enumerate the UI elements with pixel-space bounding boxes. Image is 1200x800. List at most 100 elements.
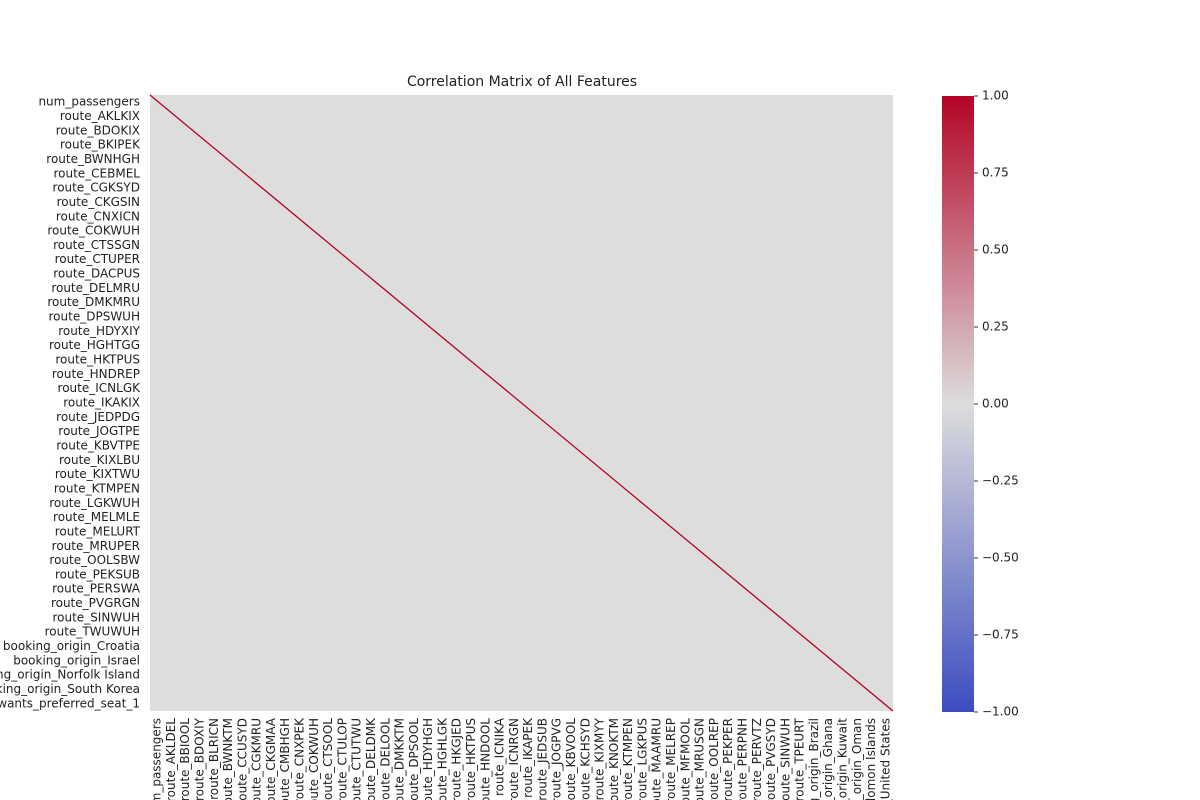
y-tick-label: route_JOGTPE <box>58 424 140 438</box>
colorbar-tick-label: 0.50 <box>982 243 1009 257</box>
x-tick-label: booking_origin_Ghana <box>821 718 835 800</box>
x-tick-label: route_CTULOP <box>335 718 349 800</box>
y-tick-label: route_HNDREP <box>52 367 140 381</box>
y-tick-label: route_OOLSBW <box>49 553 140 567</box>
y-tick-label: route_ICNLGK <box>58 381 142 395</box>
x-tick-label: route_DELDMK <box>364 717 378 800</box>
y-tick-label: route_LGKWUH <box>49 496 140 510</box>
y-tick-label: route_KTMPEN <box>54 481 140 495</box>
x-tick-label: route_HDYHGH <box>421 718 435 800</box>
x-tick-label: route_LGKPUS <box>635 718 649 800</box>
x-tick-label: route_COKWUH <box>307 718 321 800</box>
y-tick-label: route_DELMRU <box>51 281 140 295</box>
y-tick-label: route_KBVTPE <box>56 438 140 452</box>
plot: num_passengersroute_AKLKIXroute_BDOKIXro… <box>0 89 1019 800</box>
y-tick-label: booking_origin_Croatia <box>3 639 140 653</box>
y-tick-label: route_CGKSYD <box>53 181 140 195</box>
y-tick-label: route_HDYXIY <box>58 324 140 338</box>
y-tick-label: route_CEBMEL <box>53 166 140 180</box>
x-tick-label: route_BDOXIY <box>193 717 207 800</box>
y-tick-label: booking_origin_Israel <box>13 653 140 667</box>
y-tick-label: route_IKAKIX <box>63 396 140 410</box>
chart-title: Correlation Matrix of All Features <box>407 74 637 90</box>
x-tick-label: route_CGKMRU <box>250 718 264 800</box>
y-tick-label: route_JEDPDG <box>56 410 140 424</box>
y-tick-label: route_CTSSGN <box>53 238 140 252</box>
y-tick-label: route_COKWUH <box>47 224 140 238</box>
y-tick-label: route_BWNHGH <box>46 152 140 166</box>
y-tick-label: route_CNXICN <box>56 209 140 223</box>
x-tick-label: route_KIXMYY <box>593 717 607 800</box>
y-tick-label: route_PEKSUB <box>55 567 140 581</box>
x-tick-label: route_HKGJED <box>450 718 464 800</box>
x-tick-label: route_IKAPEK <box>521 717 535 798</box>
x-tick-label: route_PERPNH <box>735 718 749 800</box>
colorbar-tick-label: 0.75 <box>982 166 1009 180</box>
x-tick-label: route_KNOKTM <box>607 718 621 800</box>
x-tick-label: route_DMKKTM <box>393 718 407 800</box>
x-tick-label: route_OOLREP <box>707 718 721 800</box>
y-tick-label: route_DPSWUH <box>49 310 140 324</box>
y-tick-label: num_passengers <box>38 95 140 109</box>
x-tick-label: route_KCHSYD <box>578 718 592 800</box>
x-tick-label: route_MFMOOL <box>678 718 692 800</box>
x-tick-label: booking_origin_Brazil <box>807 718 821 800</box>
x-tick-label: route_BBIOOL <box>178 718 192 800</box>
y-tick-label: wants_preferred_seat_1 <box>0 696 140 710</box>
x-tick-label: route_PEKPER <box>721 718 735 800</box>
x-tick-label: booking_origin_Kuwait <box>835 718 849 800</box>
x-tick-label: route_BLRICN <box>207 718 221 800</box>
x-tick-label: route_AKLDEL <box>164 718 178 800</box>
x-tick-label: route_MRUSGN <box>693 718 707 800</box>
x-tick-label: route_HNDOOL <box>478 718 492 800</box>
x-tick-label: route_PERVTZ <box>750 718 764 800</box>
x-tick-label: route_HKTPUS <box>464 718 478 800</box>
x-tick-label: route_MAAMRU <box>650 718 664 800</box>
colorbar-tick-label: 0.00 <box>982 397 1009 411</box>
y-tick-label: route_CTUPER <box>55 252 140 266</box>
y-tick-label: route_HGHTGG <box>49 338 140 352</box>
x-tick-label: route_TPEURT <box>793 717 807 800</box>
y-tick-label: route_BDOKIX <box>56 123 140 137</box>
x-tick-label: route_CMBHGH <box>278 718 292 800</box>
x-tick-label: route_BWNKTM <box>221 718 235 800</box>
diagonal <box>149 94 894 712</box>
colorbar-tick-label: 0.25 <box>982 320 1009 334</box>
y-tick-label: route_KIXLBU <box>59 453 140 467</box>
colorbar-tick-label: −0.25 <box>982 474 1019 488</box>
x-tick-label: booking_origin_Oman <box>850 718 864 800</box>
y-tick-label: route_MELURT <box>55 524 141 538</box>
y-tick-label: route_SINWUH <box>52 610 140 624</box>
y-tick-label: route_MELMLE <box>53 510 140 524</box>
x-tick-label: route_KTMPEN <box>621 718 635 800</box>
y-tick-label: route_PERSWA <box>52 582 141 596</box>
y-tick-label: booking_origin_South Korea <box>0 682 140 696</box>
y-tick-label: booking_origin_Norfolk Island <box>0 668 140 682</box>
x-tick-label: route_CNXPEK <box>293 717 307 800</box>
y-tick-label: route_MRUPER <box>52 539 140 553</box>
x-tick-label: route_PVGSYD <box>764 718 778 800</box>
x-tick-label: route_CKGMAA <box>264 717 278 800</box>
x-tick-label: booking_origin_Solomon Islands <box>864 718 878 800</box>
y-tick-label: route_DACPUS <box>53 267 140 281</box>
colorbar-tick-label: −1.00 <box>982 705 1019 719</box>
x-tick-label: route_CTSOOL <box>321 718 335 800</box>
x-tick-label: route_ICNRGN <box>507 718 521 800</box>
y-tick-label: route_HKTPUS <box>55 353 140 367</box>
x-tick-label: route_CTUTWU <box>350 718 364 800</box>
y-tick-label: route_KIXTWU <box>55 467 140 481</box>
y-tick-label: route_AKLKIX <box>60 109 140 123</box>
y-tick-label: route_DMKMRU <box>47 295 140 309</box>
x-tick-label: route_HGHLGK <box>435 717 449 800</box>
colorbar-tick-label: −0.75 <box>982 628 1019 642</box>
x-tick-label: route_JOGPVG <box>550 718 564 800</box>
y-tick-label: route_BKIPEK <box>60 138 141 152</box>
x-tick-label: route_DPSOOL <box>407 718 421 800</box>
x-tick-label: route_SINWUH <box>778 718 792 800</box>
colorbar-tick-label: 1.00 <box>982 89 1009 103</box>
colorbar <box>942 96 974 712</box>
x-tick-label: route_JEDSUB <box>535 718 549 800</box>
y-tick-label: route_TWUWUH <box>45 625 140 639</box>
x-tick-label: num_passengers <box>150 718 164 800</box>
